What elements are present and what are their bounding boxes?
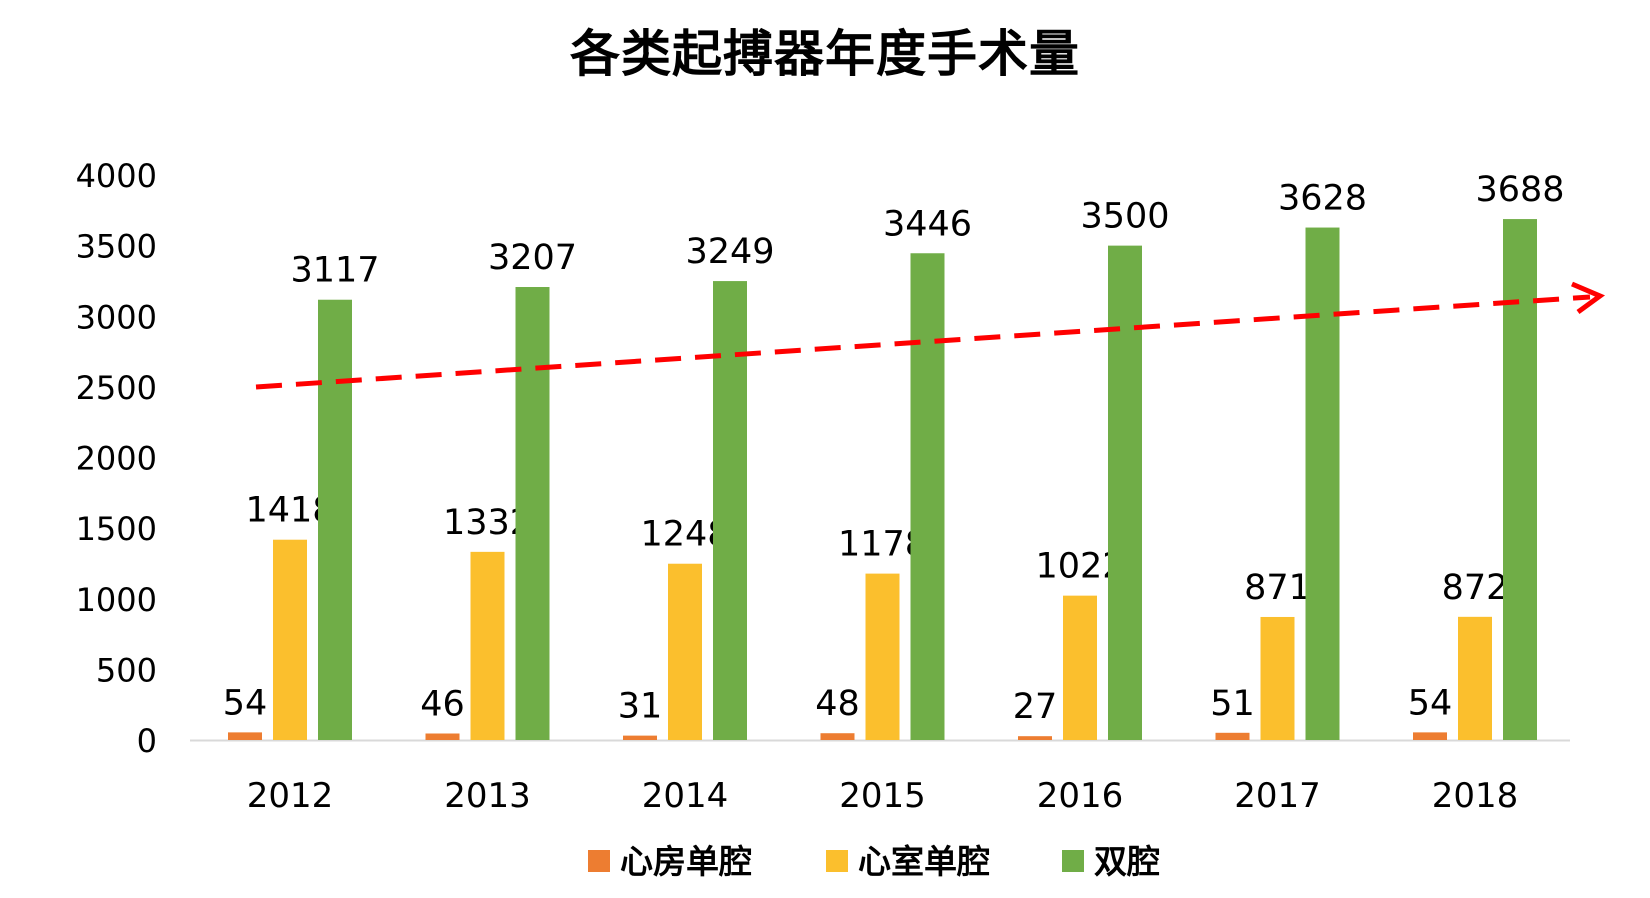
bar-dual xyxy=(910,253,945,740)
data-label: 3446 xyxy=(883,204,972,244)
trend-arrow-line xyxy=(255,294,1591,390)
legend-label: 心房单腔 xyxy=(620,842,752,881)
legend-swatch xyxy=(1062,850,1084,872)
data-label: 27 xyxy=(1013,687,1058,727)
bar-atrial-single xyxy=(820,733,855,740)
data-label: 54 xyxy=(1408,683,1453,723)
x-tick-label: 2017 xyxy=(1234,776,1321,816)
bar-ventricular-single xyxy=(1063,595,1097,740)
bar-atrial-single xyxy=(623,735,657,740)
bar-ventricular-single xyxy=(865,573,900,740)
chart-title: 各类起搏器年度手术量 xyxy=(570,25,1080,83)
data-label: 3249 xyxy=(685,232,774,272)
bar-ventricular-single xyxy=(1458,616,1492,740)
data-label: 54 xyxy=(223,683,268,723)
y-tick-label: 4000 xyxy=(76,157,157,195)
data-label: 871 xyxy=(1244,568,1311,608)
legend-label: 心室单腔 xyxy=(858,842,990,881)
legend-label: 双腔 xyxy=(1094,842,1160,881)
data-label: 48 xyxy=(815,684,860,724)
data-label: 872 xyxy=(1442,568,1509,608)
x-tick-label: 2018 xyxy=(1432,776,1519,816)
data-label: 51 xyxy=(1210,684,1255,724)
bar-ventricular-single xyxy=(668,563,702,740)
data-label: 46 xyxy=(420,685,465,725)
bar-dual xyxy=(1305,227,1340,741)
data-label: 3117 xyxy=(290,251,379,291)
data-label: 3207 xyxy=(488,238,577,278)
bar-atrial-single xyxy=(425,733,460,740)
x-tick-label: 2016 xyxy=(1037,776,1124,816)
bar-dual xyxy=(515,287,550,740)
bar-dual xyxy=(713,281,747,740)
bar-ventricular-single xyxy=(470,551,505,740)
data-label: 31 xyxy=(618,687,663,727)
y-tick-label: 1500 xyxy=(76,510,157,548)
bar-atrial-single xyxy=(1215,732,1250,740)
bar-atrial-single xyxy=(1018,736,1052,740)
y-tick-label: 2500 xyxy=(76,369,157,407)
bar-dual xyxy=(1108,245,1142,740)
bar-ventricular-single xyxy=(273,539,307,740)
data-label: 3688 xyxy=(1475,170,1564,210)
x-tick-label: 2012 xyxy=(247,776,334,816)
x-tick-label: 2013 xyxy=(444,776,531,816)
legend-swatch xyxy=(588,850,610,872)
y-tick-label: 0 xyxy=(137,722,157,760)
bar-dual xyxy=(1503,219,1537,740)
bar-atrial-single xyxy=(228,732,262,740)
trend-arrow-head xyxy=(1571,281,1606,315)
y-tick-label: 3500 xyxy=(76,228,157,266)
y-tick-label: 2000 xyxy=(76,440,157,478)
legend-swatch xyxy=(826,850,848,872)
y-tick-label: 3000 xyxy=(76,298,157,336)
bar-dual xyxy=(318,299,352,740)
y-tick-label: 1000 xyxy=(76,581,157,619)
bar-atrial-single xyxy=(1413,732,1447,740)
y-tick-label: 500 xyxy=(96,651,157,689)
data-label: 3628 xyxy=(1278,179,1367,219)
x-tick-label: 2015 xyxy=(839,776,926,816)
x-tick-label: 2014 xyxy=(642,776,729,816)
bar-ventricular-single xyxy=(1260,616,1295,740)
data-label: 3500 xyxy=(1080,197,1169,237)
